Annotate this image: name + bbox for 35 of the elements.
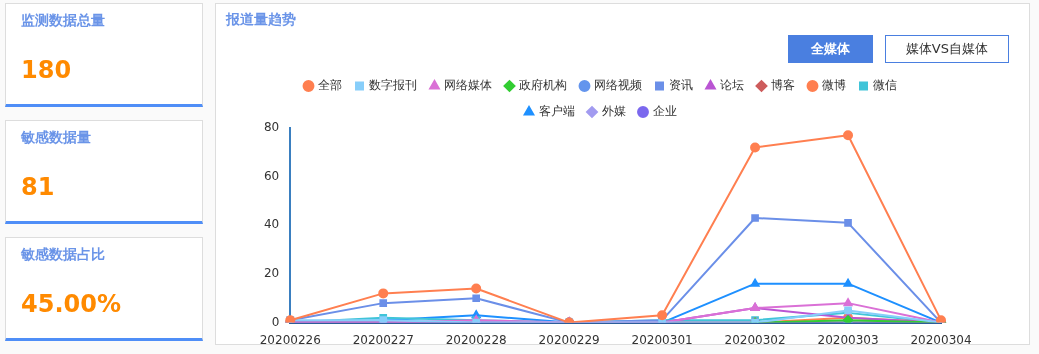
text: 监测数据总量 bbox=[21, 12, 105, 30]
legend-label: 企业 bbox=[652, 104, 677, 119]
legend-label: 微信 bbox=[873, 78, 897, 93]
chart-title: 报道量趋势 bbox=[226, 11, 296, 29]
legend-label: 全部 bbox=[318, 78, 342, 93]
text: 45.00% bbox=[21, 290, 121, 318]
legend-label: 数字报刊 bbox=[369, 78, 417, 93]
text: 敏感数据量 bbox=[21, 129, 91, 147]
legend-label: 论坛 bbox=[720, 78, 744, 93]
x-tick-label: 20200304 bbox=[910, 332, 972, 347]
text: 180 bbox=[21, 56, 72, 84]
legend-label: 微博 bbox=[822, 78, 846, 93]
x-tick-label: 20200302 bbox=[724, 332, 786, 347]
legend-label: 外媒 bbox=[601, 104, 626, 119]
legend-label: 客户端 bbox=[538, 104, 575, 119]
x-tick-label: 20200228 bbox=[445, 332, 507, 347]
y-tick-label: 0 bbox=[271, 314, 280, 329]
legend-label: 资讯 bbox=[669, 78, 693, 93]
text: 81 bbox=[21, 173, 55, 201]
x-tick-label: 20200301 bbox=[631, 332, 693, 347]
legend-label: 博客 bbox=[771, 78, 795, 93]
text: 敏感数据占比 bbox=[21, 246, 105, 264]
legend-label: 政府机构 bbox=[519, 78, 567, 93]
y-tick-label: 20 bbox=[263, 266, 280, 281]
text: 全媒体 bbox=[787, 35, 873, 63]
y-tick-label: 80 bbox=[263, 120, 280, 135]
x-tick-label: 20200303 bbox=[817, 332, 879, 347]
text: 媒体VS自媒体 bbox=[884, 35, 1009, 63]
y-tick-label: 40 bbox=[263, 217, 280, 232]
legend-label: 网络媒体 bbox=[444, 78, 492, 93]
x-tick-label: 20200229 bbox=[538, 332, 600, 347]
x-tick-label: 20200226 bbox=[259, 332, 321, 347]
y-tick-label: 60 bbox=[263, 168, 280, 183]
legend-label: 网络视频 bbox=[594, 78, 642, 93]
x-tick-label: 20200227 bbox=[352, 332, 414, 347]
